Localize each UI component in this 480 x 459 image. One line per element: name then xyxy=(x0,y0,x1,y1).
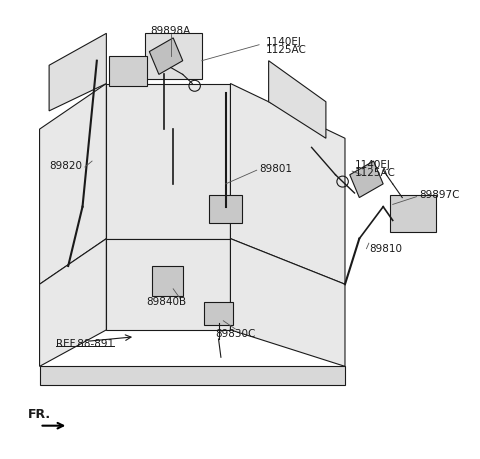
Polygon shape xyxy=(39,84,107,284)
Polygon shape xyxy=(144,34,202,79)
Text: FR.: FR. xyxy=(28,408,51,421)
Text: 89820: 89820 xyxy=(49,161,83,171)
Polygon shape xyxy=(230,84,345,284)
Polygon shape xyxy=(230,239,345,366)
FancyBboxPatch shape xyxy=(152,266,183,296)
Text: 89801: 89801 xyxy=(259,164,292,174)
Text: 89897C: 89897C xyxy=(419,190,459,200)
FancyBboxPatch shape xyxy=(204,302,233,325)
Polygon shape xyxy=(107,239,230,330)
Text: REF.88-891: REF.88-891 xyxy=(56,339,114,348)
Polygon shape xyxy=(107,84,230,239)
Polygon shape xyxy=(49,34,107,111)
Polygon shape xyxy=(39,366,345,385)
Polygon shape xyxy=(269,61,326,138)
Polygon shape xyxy=(39,239,107,366)
Polygon shape xyxy=(350,161,383,197)
Text: 89810: 89810 xyxy=(369,244,402,254)
Text: 1125AC: 1125AC xyxy=(355,168,396,179)
Text: 89898A: 89898A xyxy=(151,26,191,36)
Text: 1140EJ: 1140EJ xyxy=(355,160,390,170)
Text: 1140EJ: 1140EJ xyxy=(266,37,302,46)
FancyBboxPatch shape xyxy=(109,56,147,86)
Polygon shape xyxy=(149,38,183,74)
Text: 1125AC: 1125AC xyxy=(266,45,307,55)
FancyBboxPatch shape xyxy=(209,195,242,223)
Text: 89830C: 89830C xyxy=(215,329,255,339)
Text: 89840B: 89840B xyxy=(146,297,186,308)
FancyBboxPatch shape xyxy=(390,195,436,232)
